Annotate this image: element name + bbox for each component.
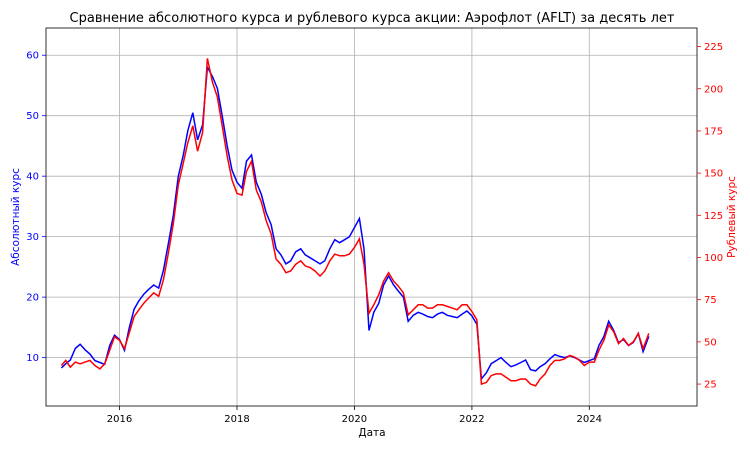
x-axis-label: Дата: [358, 427, 385, 439]
x-tick-label: 2018: [224, 414, 249, 425]
left-y-axis-label: Абсолютный курс: [10, 168, 22, 266]
right-y-tick-label: 225: [704, 42, 723, 53]
right-y-axis-ticks: 25 50 75 100 125 150 175 200 225: [697, 42, 723, 391]
right-y-tick-label: 75: [704, 295, 717, 306]
left-y-tick-label: 20: [26, 293, 39, 304]
right-y-tick-label: 175: [704, 126, 723, 137]
ruble-price-line: [60, 58, 650, 387]
right-y-tick-label: 150: [704, 169, 723, 180]
right-y-tick-label: 25: [704, 380, 717, 391]
x-tick-label: 2016: [107, 414, 132, 425]
x-tick-label: 2024: [577, 414, 602, 425]
x-axis-ticks: 2016 2018 2020 2022 2024: [107, 406, 602, 425]
right-y-tick-label: 100: [704, 253, 723, 264]
x-tick-label: 2020: [342, 414, 367, 425]
grid: [46, 28, 697, 406]
plot-frame: [45, 27, 698, 407]
left-y-tick-label: 30: [26, 232, 39, 243]
right-y-tick-label: 50: [704, 337, 717, 348]
left-y-tick-label: 60: [26, 51, 39, 62]
left-y-axis-ticks: 10 20 30 40 50 60: [26, 51, 46, 364]
x-tick-label: 2022: [459, 414, 484, 425]
right-y-tick-label: 200: [704, 84, 723, 95]
chart-title: Сравнение абсолютного курса и рублевого …: [70, 11, 675, 26]
plot-lines: [60, 58, 650, 387]
absolute-price-line: [60, 64, 650, 381]
left-y-tick-label: 40: [26, 172, 39, 183]
right-y-tick-label: 125: [704, 211, 723, 222]
left-y-tick-label: 50: [26, 111, 39, 122]
right-y-axis-label: Рублевый курс: [726, 176, 738, 258]
left-y-tick-label: 10: [26, 353, 39, 364]
